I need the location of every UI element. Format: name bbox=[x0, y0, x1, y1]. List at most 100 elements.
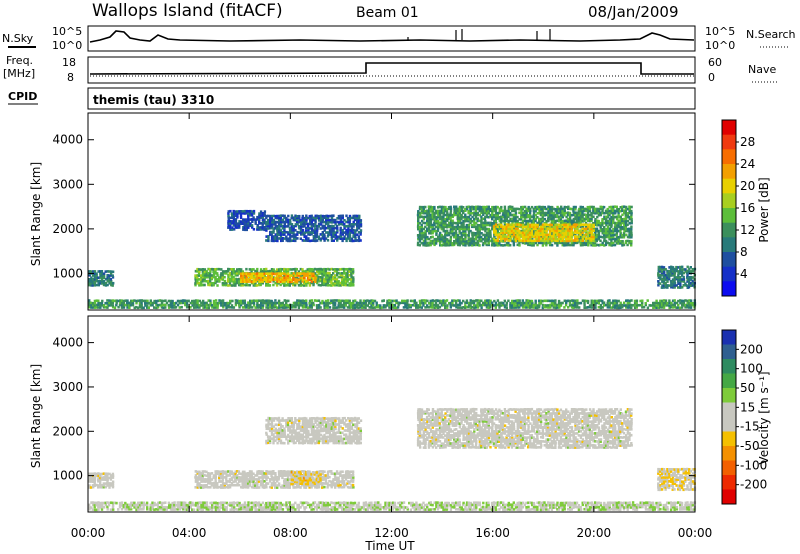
power-cell bbox=[528, 217, 532, 221]
power-cell bbox=[532, 223, 535, 227]
power-cell bbox=[543, 211, 546, 215]
power-cell bbox=[668, 277, 671, 281]
power-cell bbox=[663, 268, 666, 271]
power-cell bbox=[366, 299, 369, 302]
power-cell bbox=[678, 265, 682, 269]
power-cell bbox=[306, 268, 309, 271]
power-cell bbox=[140, 299, 143, 302]
power-cell bbox=[256, 274, 259, 278]
power-cell bbox=[429, 213, 432, 217]
power-cell bbox=[485, 209, 489, 213]
power-cell bbox=[621, 209, 624, 213]
power-cell bbox=[572, 211, 576, 215]
power-cell bbox=[236, 212, 239, 215]
velocity-cell bbox=[104, 472, 107, 475]
power-cell bbox=[263, 268, 266, 271]
power-cell bbox=[469, 243, 472, 247]
power-cell bbox=[505, 213, 508, 217]
power-cell bbox=[563, 244, 566, 247]
power-cell bbox=[339, 226, 342, 230]
power-cell bbox=[95, 279, 98, 283]
power-cell bbox=[278, 278, 281, 281]
power-cell bbox=[242, 299, 245, 303]
power-cell bbox=[274, 299, 277, 302]
power-cell bbox=[236, 210, 239, 213]
power-cell bbox=[294, 278, 297, 281]
power-cell bbox=[498, 235, 501, 239]
power-cell bbox=[305, 301, 308, 305]
power-cell bbox=[297, 220, 301, 224]
power-cell bbox=[346, 268, 349, 271]
power-cell bbox=[234, 224, 237, 227]
power-cell bbox=[438, 209, 442, 213]
power-cell bbox=[594, 237, 597, 241]
power-cell bbox=[684, 299, 687, 302]
power-cell bbox=[335, 283, 339, 287]
power-cell bbox=[572, 213, 576, 217]
power-cell bbox=[230, 275, 233, 279]
power-cell bbox=[330, 218, 334, 222]
power-cell bbox=[568, 231, 572, 234]
power-cell bbox=[496, 235, 500, 239]
power-cell bbox=[475, 227, 478, 231]
power-cell bbox=[538, 233, 541, 237]
power-cell bbox=[671, 266, 675, 269]
power-cell bbox=[541, 235, 545, 239]
power-cell bbox=[586, 219, 590, 223]
power-cell bbox=[584, 221, 588, 225]
power-cell bbox=[93, 301, 97, 305]
power-cell bbox=[588, 241, 592, 245]
power-cell bbox=[272, 278, 275, 281]
power-cell bbox=[559, 210, 562, 213]
power-cell bbox=[503, 221, 506, 225]
power-cell bbox=[514, 306, 518, 309]
power-cell bbox=[286, 268, 290, 271]
power-cell bbox=[294, 303, 297, 307]
power-cell bbox=[339, 275, 342, 279]
power-cell bbox=[196, 280, 199, 283]
power-cell bbox=[252, 284, 255, 287]
power-cell bbox=[507, 241, 510, 245]
power-cell bbox=[111, 270, 115, 274]
power-cell bbox=[332, 275, 335, 279]
power-cell bbox=[635, 306, 638, 309]
power-cell bbox=[436, 304, 440, 307]
power-cell bbox=[289, 280, 292, 284]
power-cell bbox=[301, 306, 305, 309]
power-cell bbox=[324, 268, 328, 271]
power-cell bbox=[316, 229, 319, 232]
power-cell bbox=[523, 306, 527, 309]
power-cell bbox=[449, 229, 452, 233]
power-cell bbox=[350, 239, 353, 243]
power-cell bbox=[228, 273, 232, 277]
power-cell bbox=[418, 229, 422, 233]
power-cell bbox=[594, 218, 597, 221]
power-cell bbox=[465, 242, 469, 245]
power-cell bbox=[417, 223, 420, 227]
power-cell bbox=[556, 239, 559, 243]
power-cell bbox=[97, 283, 100, 287]
power-cell bbox=[225, 301, 229, 305]
power-cell bbox=[209, 270, 212, 273]
power-cell bbox=[539, 239, 543, 242]
power-cell bbox=[626, 214, 630, 217]
power-cell bbox=[460, 239, 463, 243]
power-cell bbox=[560, 214, 563, 217]
power-cell bbox=[445, 225, 449, 229]
power-cell bbox=[436, 229, 440, 233]
power-cell bbox=[294, 235, 297, 238]
power-cell bbox=[541, 231, 544, 235]
power-cell bbox=[348, 216, 351, 220]
velocity-cell bbox=[100, 472, 104, 476]
power-cell bbox=[337, 304, 340, 307]
power-cell bbox=[536, 207, 539, 211]
power-cell bbox=[628, 233, 631, 237]
power-cell bbox=[485, 238, 488, 241]
power-cell bbox=[352, 280, 355, 283]
power-cell bbox=[605, 242, 608, 245]
power-cell bbox=[545, 233, 548, 236]
power-cell bbox=[514, 227, 517, 230]
power-cell bbox=[234, 210, 237, 213]
power-cell bbox=[274, 216, 277, 220]
power-cell bbox=[529, 219, 532, 223]
